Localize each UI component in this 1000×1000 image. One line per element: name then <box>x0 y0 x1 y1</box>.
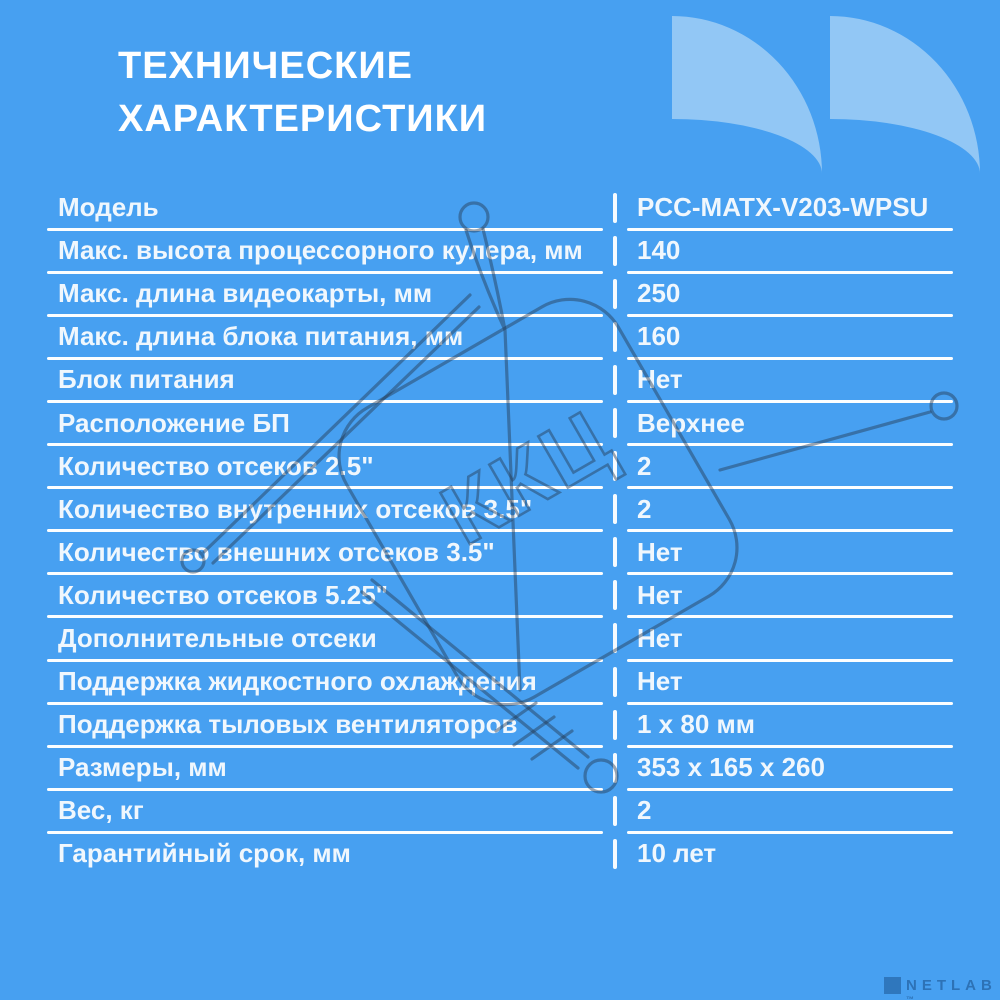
row-divider-bar <box>613 709 617 740</box>
row-divider-bar <box>613 752 617 783</box>
spec-row: Вес, кг 2 <box>47 789 953 835</box>
row-gap <box>603 531 627 574</box>
row-divider-bar <box>613 494 617 525</box>
spec-row: Поддержка тыловых вентиляторов 1 x 80 мм <box>47 703 953 748</box>
spec-value: 140 <box>627 229 953 274</box>
row-gap <box>603 488 627 531</box>
row-gap <box>603 315 627 358</box>
row-divider-bar <box>613 580 617 611</box>
row-gap <box>603 272 627 315</box>
netlab-logo-icon <box>884 977 901 994</box>
spec-value: Нет <box>627 531 953 576</box>
trademark-symbol: ™ <box>906 995 914 1000</box>
row-gap <box>603 229 627 272</box>
spec-label: Расположение БП <box>47 401 603 447</box>
row-gap <box>603 617 627 660</box>
row-gap <box>603 186 627 229</box>
specs-table: Модель PCC-MATX-V203-WPSU Макс. высота п… <box>47 186 953 876</box>
spec-value: 10 лет <box>637 838 717 869</box>
spec-row: Макс. длина видеокарты, мм 250 <box>47 272 953 317</box>
row-gap <box>603 789 627 832</box>
spec-row: Макс. длина блока питания, мм 160 <box>47 315 953 360</box>
spec-label: Количество отсеков 2.5" <box>47 445 603 490</box>
row-divider-bar <box>613 192 617 223</box>
row-divider-bar <box>613 795 617 826</box>
spec-value: 2 <box>627 789 953 835</box>
row-gap <box>603 746 627 789</box>
spec-label: Количество внешних отсеков 3.5" <box>47 531 603 576</box>
page-title-line2: ХАРАКТЕРИСТИКИ <box>118 98 488 140</box>
spec-value: Нет <box>627 574 953 619</box>
spec-label: Макс. длина видеокарты, мм <box>47 272 603 317</box>
spec-value: Нет <box>627 617 953 662</box>
netlab-brand-text: NETLAB <box>906 977 997 994</box>
spec-value: 250 <box>627 272 953 317</box>
spec-row: Модель PCC-MATX-V203-WPSU <box>47 186 953 231</box>
spec-row: Количество отсеков 5.25" Нет <box>47 574 953 619</box>
spec-value: 2 <box>627 488 953 533</box>
spec-row: Макс. высота процессорного кулера, мм 14… <box>47 229 953 274</box>
spec-label: Количество отсеков 5.25" <box>47 574 603 619</box>
spec-value: PCC-MATX-V203-WPSU <box>627 186 953 231</box>
spec-value: 1 x 80 мм <box>627 703 953 748</box>
spec-value: Верхнее <box>627 401 953 447</box>
netlab-logo: NETLAB™ <box>884 977 1000 1000</box>
spec-label: Поддержка жидкостного охлаждения <box>47 660 603 705</box>
spec-value: Нет <box>627 660 953 705</box>
row-divider-bar <box>613 364 617 395</box>
page-title: ТЕХНИЧЕСКИЕ ХАРАКТЕРИСТИКИ <box>118 40 487 146</box>
row-divider-bar <box>613 321 617 352</box>
row-divider-bar <box>613 666 617 697</box>
row-divider-bar <box>613 451 617 482</box>
spec-label: Гарантийный срок, мм <box>58 838 351 869</box>
spec-label: Дополнительные отсеки <box>47 617 603 662</box>
spec-row: Поддержка жидкостного охлаждения Нет <box>47 660 953 705</box>
row-divider-bar <box>613 278 617 309</box>
spec-value: Нет <box>627 358 953 404</box>
row-gap <box>603 445 627 488</box>
spec-row: Расположение БП Верхнее <box>47 401 953 447</box>
spec-value: 160 <box>627 315 953 360</box>
spec-row: Количество отсеков 2.5" 2 <box>47 445 953 490</box>
spec-row: Блок питания Нет <box>47 358 953 404</box>
spec-label: Поддержка тыловых вентиляторов <box>47 703 603 748</box>
spec-row: Количество внешних отсеков 3.5" Нет <box>47 531 953 576</box>
quote-marks-icon <box>672 16 980 174</box>
row-gap <box>603 832 627 875</box>
row-gap <box>603 574 627 617</box>
row-divider-bar <box>613 838 617 869</box>
spec-label: Макс. длина блока питания, мм <box>47 315 603 360</box>
row-divider-bar <box>613 537 617 568</box>
spec-label: Вес, кг <box>47 789 603 835</box>
row-gap <box>603 401 627 444</box>
quote-mark-icon <box>830 16 980 174</box>
spec-label: Модель <box>47 186 603 231</box>
netlab-text-block: NETLAB™ <box>906 977 1000 1000</box>
row-gap <box>603 358 627 401</box>
spec-label: Блок питания <box>47 358 603 404</box>
row-gap <box>603 703 627 746</box>
spec-row: Дополнительные отсеки Нет <box>47 617 953 662</box>
spec-label: Размеры, мм <box>47 746 603 791</box>
row-divider-bar <box>613 235 617 266</box>
spec-label: Количество внутренних отсеков 3.5" <box>47 488 603 533</box>
spec-row: Гарантийный срок, мм 10 лет <box>47 832 953 875</box>
page-title-line1: ТЕХНИЧЕСКИЕ <box>118 45 413 87</box>
spec-value: 353 x 165 x 260 <box>627 746 953 791</box>
spec-row: Количество внутренних отсеков 3.5" 2 <box>47 488 953 533</box>
quote-mark-icon <box>672 16 822 174</box>
row-divider-bar <box>613 408 617 439</box>
spec-label: Макс. высота процессорного кулера, мм <box>47 229 603 274</box>
spec-row: Размеры, мм 353 x 165 x 260 <box>47 746 953 791</box>
spec-value: 2 <box>627 445 953 490</box>
row-gap <box>603 660 627 703</box>
row-divider-bar <box>613 623 617 654</box>
